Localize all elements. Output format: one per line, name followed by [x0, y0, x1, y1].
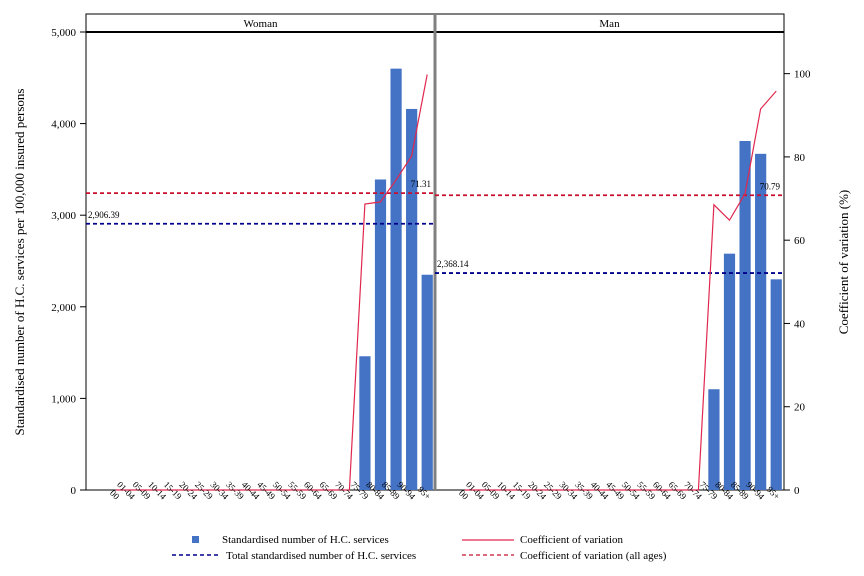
- bar: [723, 253, 736, 490]
- y2-tick-label: 40: [794, 318, 806, 330]
- cv-line: [115, 74, 428, 491]
- legend-total-label: Total standardised number of H.C. servic…: [226, 550, 416, 562]
- bar: [374, 179, 387, 490]
- bar: [708, 389, 720, 490]
- bar: [406, 108, 418, 490]
- bar: [770, 279, 782, 490]
- legend-cv-all-label: Coefficient of variation (all ages): [520, 550, 667, 562]
- y-tick-label: 3,000: [51, 210, 76, 222]
- plot-frames: [85, 13, 785, 491]
- panel-title: Man: [599, 18, 620, 30]
- right-y-axis: 0 20 40 60 80 100: [784, 69, 811, 497]
- legend-cv-label: Coefficient of variation: [520, 534, 624, 546]
- y2-tick-label: 0: [794, 485, 800, 497]
- total-label: 2,906.39: [88, 210, 120, 220]
- total-label: 2,368.14: [437, 259, 469, 269]
- y2-axis-title: Coefficient of variation (%): [836, 190, 851, 335]
- y-tick-label: 1,000: [51, 393, 76, 405]
- y-tick-label: 2,000: [51, 302, 76, 314]
- left-y-axis: 0 1,000 2,000 3,000 4,000 5,000: [51, 27, 86, 497]
- bar: [421, 274, 433, 490]
- legend: Standardised number of H.C. services Tot…: [172, 534, 667, 562]
- panel-woman: Woman2,906.3971.310001-0405-0910-1415-19…: [86, 18, 435, 502]
- panel-title: Woman: [244, 18, 278, 30]
- bar: [390, 68, 402, 490]
- cv-all-label: 71.31: [411, 179, 431, 189]
- legend-bar-label: Standardised number of H.C. services: [222, 534, 389, 546]
- y-tick-label: 4,000: [51, 119, 76, 131]
- cv-all-label: 70.79: [760, 181, 781, 191]
- y-tick-label: 0: [71, 485, 77, 497]
- panel-man: Man2,368.1470.790001-0405-0910-1415-1920…: [435, 18, 784, 502]
- bar: [359, 356, 371, 490]
- cv-line: [464, 90, 777, 491]
- y2-tick-label: 60: [794, 235, 806, 247]
- bar: [739, 141, 751, 490]
- y-tick-label: 5,000: [51, 27, 76, 39]
- bar: [755, 153, 767, 490]
- y2-tick-label: 100: [794, 69, 811, 81]
- y-axis-title: Standardised number of H.C. services per…: [12, 89, 27, 436]
- legend-bar-swatch: [192, 536, 199, 543]
- y2-tick-label: 20: [794, 402, 806, 414]
- y2-tick-label: 80: [794, 152, 806, 164]
